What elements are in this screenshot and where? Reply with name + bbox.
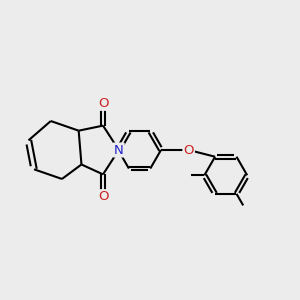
Text: O: O	[98, 97, 108, 110]
Text: O: O	[98, 190, 108, 203]
Text: O: O	[183, 143, 194, 157]
Text: N: N	[114, 143, 124, 157]
